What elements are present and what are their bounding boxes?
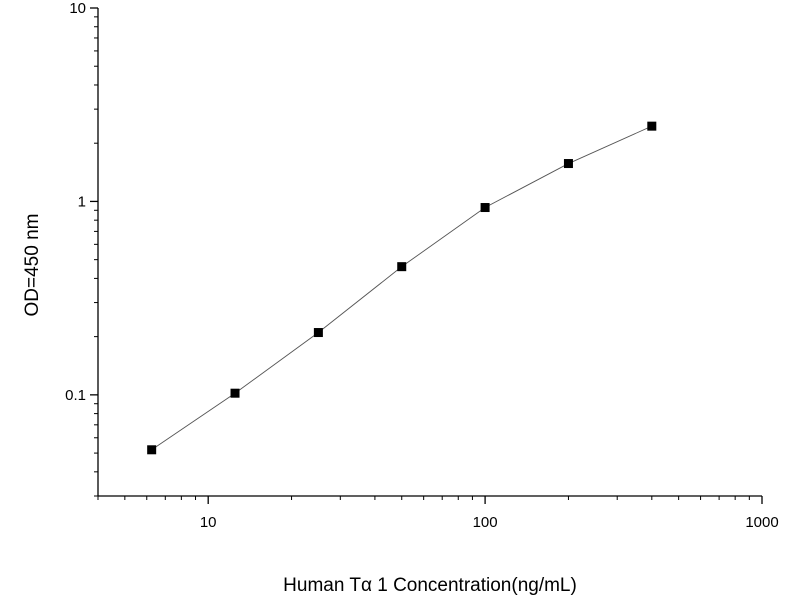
axes xyxy=(97,8,762,497)
x-tick-label: 10 xyxy=(200,514,217,531)
y-axis-title: OD=450 nm xyxy=(22,214,43,317)
series-line xyxy=(151,125,652,451)
tick-labels: 10 100 1000 0.1 1 10 xyxy=(65,0,779,531)
data-point xyxy=(563,159,573,169)
data-point xyxy=(647,121,657,131)
x-tick-label: 1000 xyxy=(745,514,778,531)
data-point xyxy=(147,445,157,455)
data-point xyxy=(313,328,323,338)
data-point xyxy=(480,203,490,213)
y-tick-label: 10 xyxy=(69,0,86,17)
data-point xyxy=(230,388,240,398)
data-point xyxy=(397,262,407,272)
x-tick-label: 100 xyxy=(473,514,498,531)
ticks xyxy=(90,7,763,504)
y-tick-label: 0.1 xyxy=(65,387,86,404)
x-axis-title: Human Tα 1 Concentration(ng/mL) xyxy=(283,575,577,596)
data-series xyxy=(147,121,657,455)
y-tick-label: 1 xyxy=(78,193,86,210)
